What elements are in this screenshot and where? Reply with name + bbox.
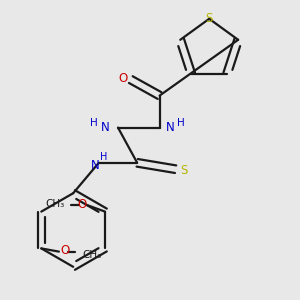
Text: O: O: [118, 72, 128, 85]
Text: S: S: [206, 12, 213, 25]
Text: CH₃: CH₃: [82, 250, 101, 260]
Text: O: O: [77, 198, 86, 211]
Text: O: O: [60, 244, 69, 257]
Text: S: S: [180, 164, 187, 177]
Text: H: H: [90, 118, 98, 128]
Text: H: H: [100, 152, 107, 162]
Text: CH₃: CH₃: [46, 199, 65, 209]
Text: N: N: [166, 121, 175, 134]
Text: N: N: [91, 159, 100, 172]
Text: N: N: [101, 121, 110, 134]
Text: H: H: [176, 118, 184, 128]
